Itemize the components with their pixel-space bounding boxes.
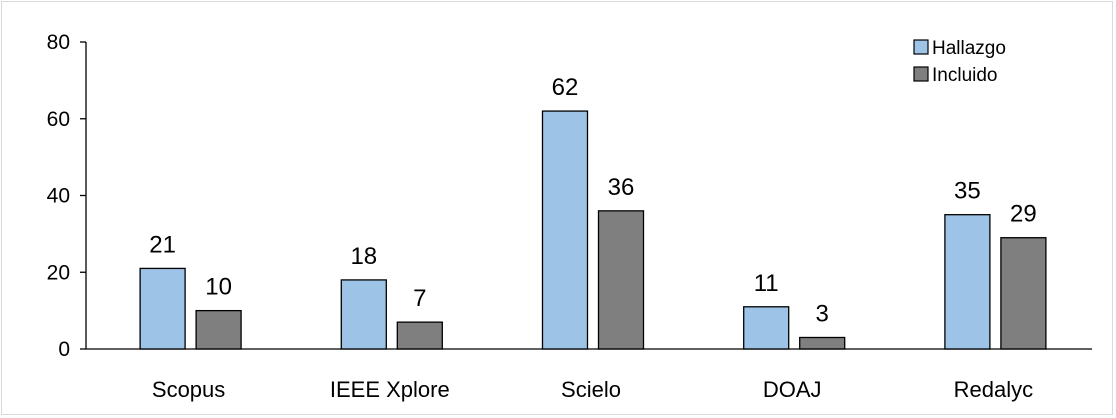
legend-swatch-incluido (913, 66, 929, 82)
x-tick-label: DOAJ (763, 377, 822, 402)
x-tick-label: Scielo (561, 377, 621, 402)
data-label: 29 (1010, 201, 1037, 228)
y-tick-label: 20 (47, 261, 70, 284)
y-tick-label: 0 (58, 338, 70, 361)
data-label: 36 (608, 174, 635, 201)
bar-incluido-scielo (597, 210, 645, 350)
bar-incluido-scopus (195, 309, 242, 350)
data-label: 7 (413, 285, 426, 312)
data-label: 18 (350, 243, 377, 270)
data-label: 11 (754, 270, 779, 297)
bar-hallazgo-ieee-xplore (340, 279, 387, 350)
bar-incluido-doaj (799, 336, 846, 350)
y-tick-label: 40 (47, 185, 70, 208)
x-tick-label: Scopus (152, 377, 225, 402)
bars (139, 110, 1047, 350)
y-tick-label: 60 (47, 108, 70, 131)
data-label: 10 (205, 274, 232, 301)
data-label: 35 (954, 178, 981, 205)
legend: Hallazgo Incluido (913, 38, 1006, 86)
x-tick-label: Redalyc (954, 377, 1033, 402)
data-label: 3 (816, 300, 829, 327)
data-label: 62 (552, 74, 579, 101)
legend-label-incluido: Incluido (932, 65, 998, 86)
x-tick-label: IEEE Xplore (330, 377, 450, 402)
data-labels: 21 10 18 7 62 36 11 3 35 29 (149, 74, 1037, 327)
bar-incluido-redalyc (1000, 237, 1047, 350)
bar-incluido-ieee-xplore (396, 321, 443, 350)
bar-hallazgo-scopus (139, 267, 186, 350)
axes: 0 20 40 60 80 Scopus IEEE Xplore Scielo DOAJ Reda… (47, 31, 1092, 402)
bar-hallazgo-scielo (541, 110, 589, 350)
legend-label-hallazgo: Hallazgo (932, 38, 1006, 59)
legend-swatch-hallazgo (913, 39, 929, 55)
y-tick-label: 80 (47, 31, 70, 54)
data-label: 21 (149, 231, 176, 258)
bar-hallazgo-redalyc (944, 214, 991, 350)
bar-hallazgo-doaj (743, 306, 790, 350)
